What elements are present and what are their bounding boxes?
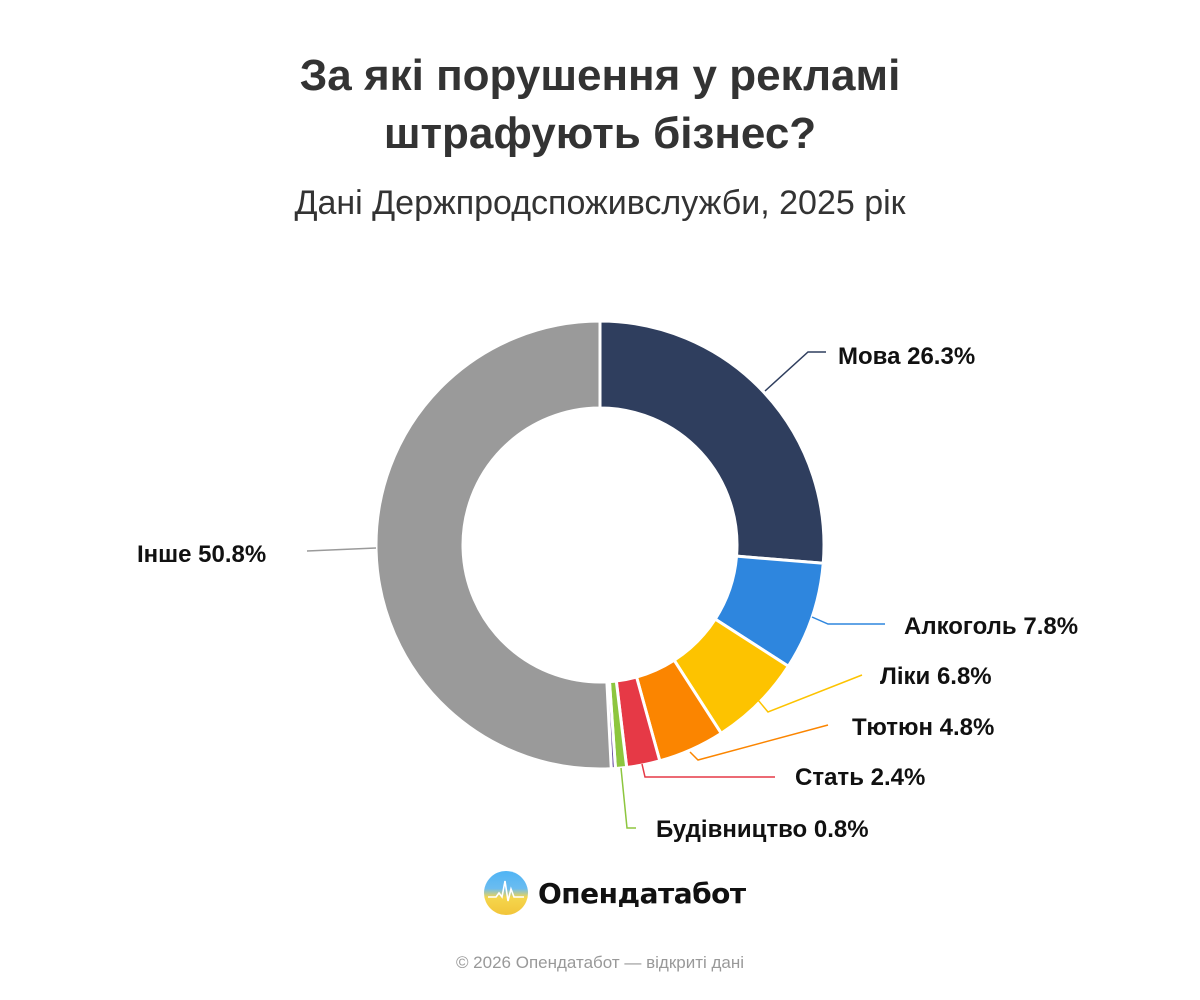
label-liky: Ліки 6.8%: [880, 663, 992, 690]
label-tiutiun: Тютюн 4.8%: [852, 714, 995, 741]
leader-line-budivnytstvo: [620, 767, 636, 829]
slice-Інше: [374, 319, 613, 771]
title-line-1: За які порушення у рекламі: [299, 51, 901, 100]
title-line-2: штрафують бізнес?: [383, 109, 817, 158]
footer-copyright: © 2026 Опендатабот — відкриті дані: [455, 953, 745, 972]
label-stat: Стать 2.4%: [795, 764, 926, 791]
chart-title: За які порушення у рекламі штрафують біз…: [0, 47, 1200, 163]
label-inshe: Інше 50.8%: [137, 541, 267, 568]
leader-line-tiutiun: [689, 724, 829, 761]
label-alkohol: Алкоголь 7.8%: [904, 613, 1079, 640]
leader-line-stat: [641, 763, 775, 778]
leader-line-mova: [764, 351, 826, 392]
leader-line-liky: [757, 674, 863, 713]
chart-subtitle: Дані Держпродспоживслужби, 2025 рік: [294, 184, 906, 222]
label-mova: Мова 26.3%: [838, 343, 976, 370]
leader-line-alkohol: [811, 616, 885, 625]
brand-name: Опендатабот: [538, 876, 746, 910]
opendatabot-logo-icon: [484, 871, 528, 915]
brand-logo: Опендатабот: [484, 871, 746, 915]
slice-Мова: [598, 319, 826, 565]
label-budivnytstvo: Будівництво 0.8%: [656, 816, 869, 843]
leader-line-inshe: [306, 547, 377, 552]
